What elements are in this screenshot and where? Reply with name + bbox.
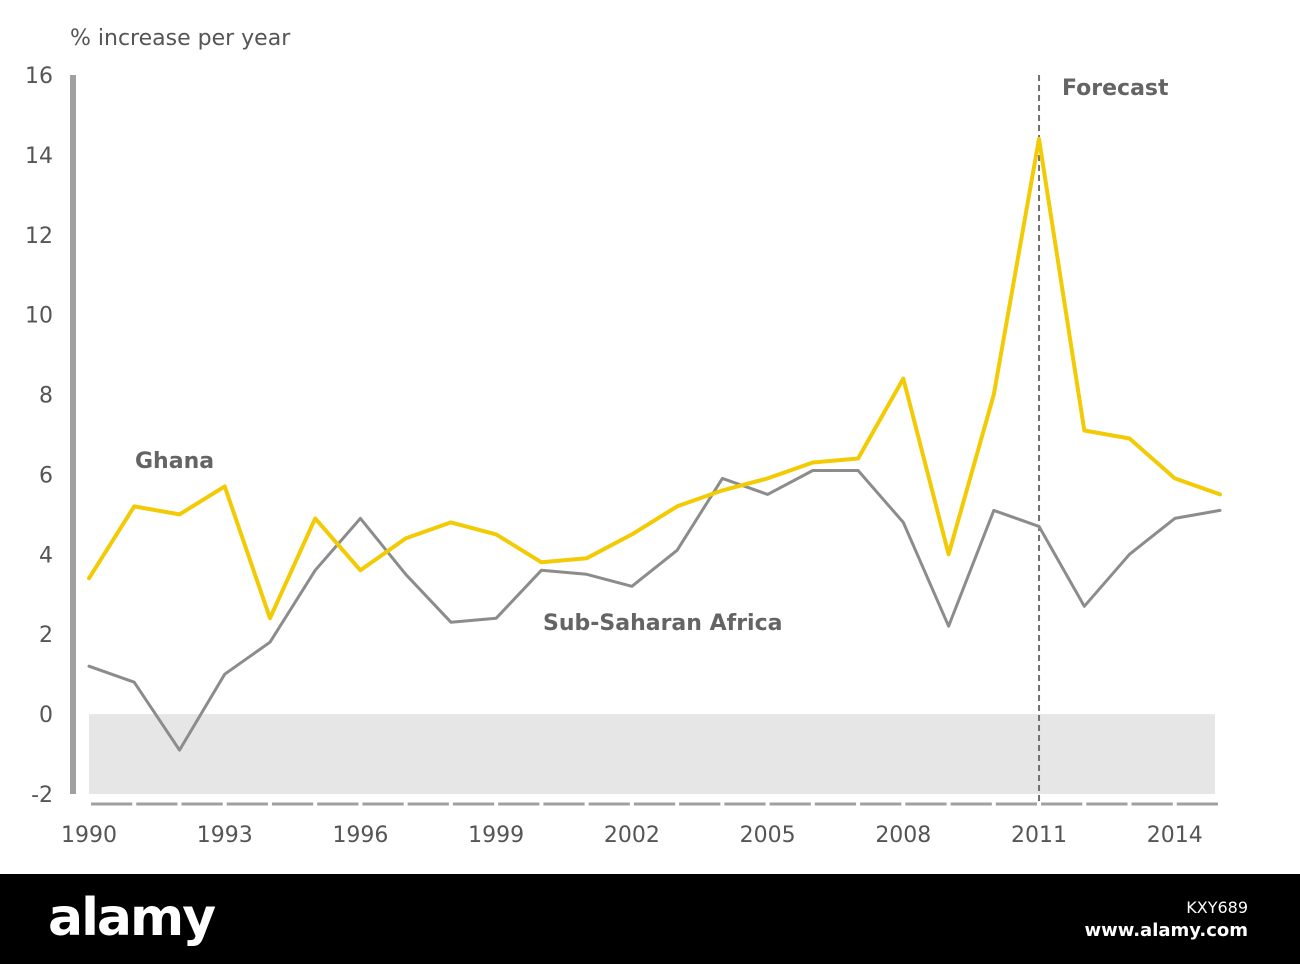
sub-saharan-africa-series-line [87,469,1222,752]
y-tick-label: 8 [39,384,53,409]
y-tick-label: 0 [39,703,53,728]
y-tick-label: 14 [25,144,53,169]
y-tick-label: 12 [25,224,53,249]
ssa-series-label: Sub-Saharan Africa [543,611,782,636]
y-tick-label: -2 [31,783,53,808]
ghana-series-label: Ghana [135,449,214,474]
alamy-logo: alamy [48,888,216,948]
alamy-watermark-bar: alamy KXY689 www.alamy.com [0,874,1300,964]
x-tick-label: 1999 [468,823,524,848]
x-tick-label: 2014 [1147,823,1203,848]
x-tick-label: 1993 [197,823,253,848]
y-axis-title: % increase per year [70,26,291,51]
y-tick-label: 10 [25,304,53,329]
line-chart: -2 0 2 4 6 8 10 12 14 16 1990 1993 1996 1999 2002 2005 2… [25,26,1222,848]
negative-band-layer [89,714,1215,794]
x-tick-label: 2002 [604,823,660,848]
image-id: KXY689 [1186,898,1248,917]
x-tick-label: 2011 [1011,823,1067,848]
negative-band [89,714,1215,794]
axis-layer: -2 0 2 4 6 8 10 12 14 16 1990 1993 1996 1999 2002 2005 2… [25,64,1218,848]
y-tick-label: 6 [39,463,53,488]
y-tick-label: 2 [39,623,53,648]
y-tick-label: 16 [25,64,53,89]
x-tick-label: 2005 [740,823,796,848]
x-tick-label: 1990 [61,823,117,848]
x-tick-label: 1996 [332,823,388,848]
series-layer [87,136,1222,752]
x-tick-label: 2008 [875,823,931,848]
forecast-label: Forecast [1062,76,1169,101]
ghana-series-line [87,136,1222,621]
label-layer: % increase per year Forecast Ghana Sub-S… [70,26,1169,636]
y-tick-label: 4 [39,543,53,568]
watermark-url: www.alamy.com [1084,920,1248,941]
